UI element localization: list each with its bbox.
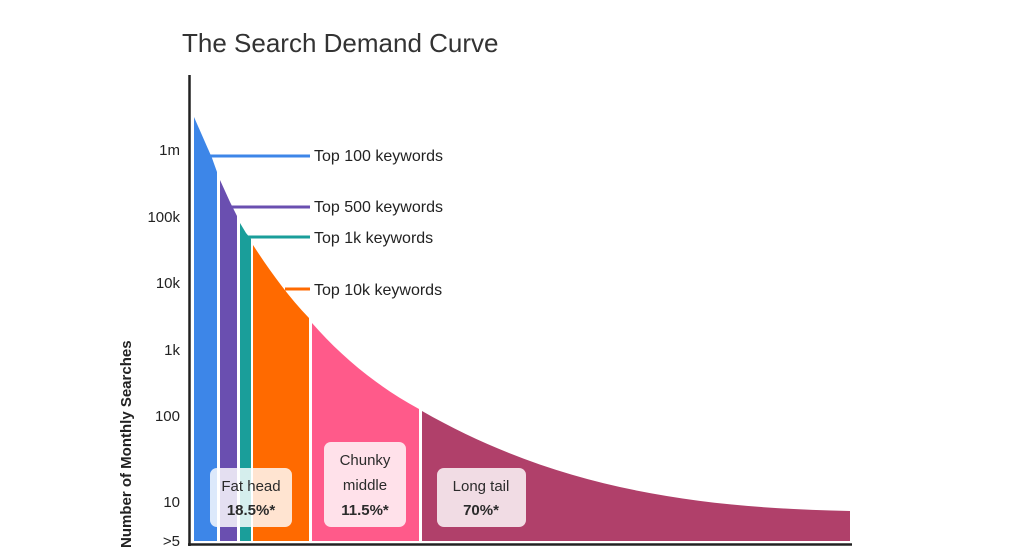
long-tail-share: 70%* <box>463 502 499 519</box>
chunky-middle-box: Chunky middle 11.5%* <box>324 442 406 527</box>
fat-head-box: Fat head 18.5%* <box>210 468 292 527</box>
long-tail-box: Long tail 70%* <box>437 468 526 527</box>
chunky-middle-label-line2: middle <box>343 477 387 494</box>
long-tail-label: Long tail <box>453 478 510 495</box>
y-tick-labels: 1m 100k 10k 1k 100 10 >5 <box>147 142 180 550</box>
chunky-middle-share: 11.5%* <box>341 502 389 519</box>
chunky-middle-label-line1: Chunky <box>340 452 391 469</box>
annotation-top-100: Top 100 keywords <box>314 148 443 165</box>
area-long-tail <box>422 411 850 541</box>
annotation-leaders <box>205 154 310 291</box>
y-tick-label: 10 <box>163 494 180 511</box>
annotation-top-10k: Top 10k keywords <box>314 282 442 299</box>
y-tick-label: 100k <box>147 209 180 226</box>
annotation-labels: Top 100 keywords Top 500 keywords Top 1k… <box>314 148 443 299</box>
area-top-1k <box>240 223 251 541</box>
annotation-top-1k: Top 1k keywords <box>314 230 433 247</box>
y-tick-label: 1m <box>159 142 180 159</box>
area-top-100 <box>194 117 217 541</box>
y-tick-label: 100 <box>155 408 180 425</box>
y-tick-label: 1k <box>164 342 180 359</box>
y-tick-label: >5 <box>163 533 180 550</box>
fat-head-share: 18.5%* <box>227 502 276 519</box>
area-top-10k <box>253 245 309 541</box>
area-top-500 <box>220 180 237 541</box>
y-axis-label: Number of Monthly Searches <box>118 340 135 548</box>
fat-head-label: Fat head <box>221 478 280 495</box>
annotation-top-500: Top 500 keywords <box>314 199 443 216</box>
chart-title: The Search Demand Curve <box>182 28 498 58</box>
y-tick-label: 10k <box>156 275 181 292</box>
